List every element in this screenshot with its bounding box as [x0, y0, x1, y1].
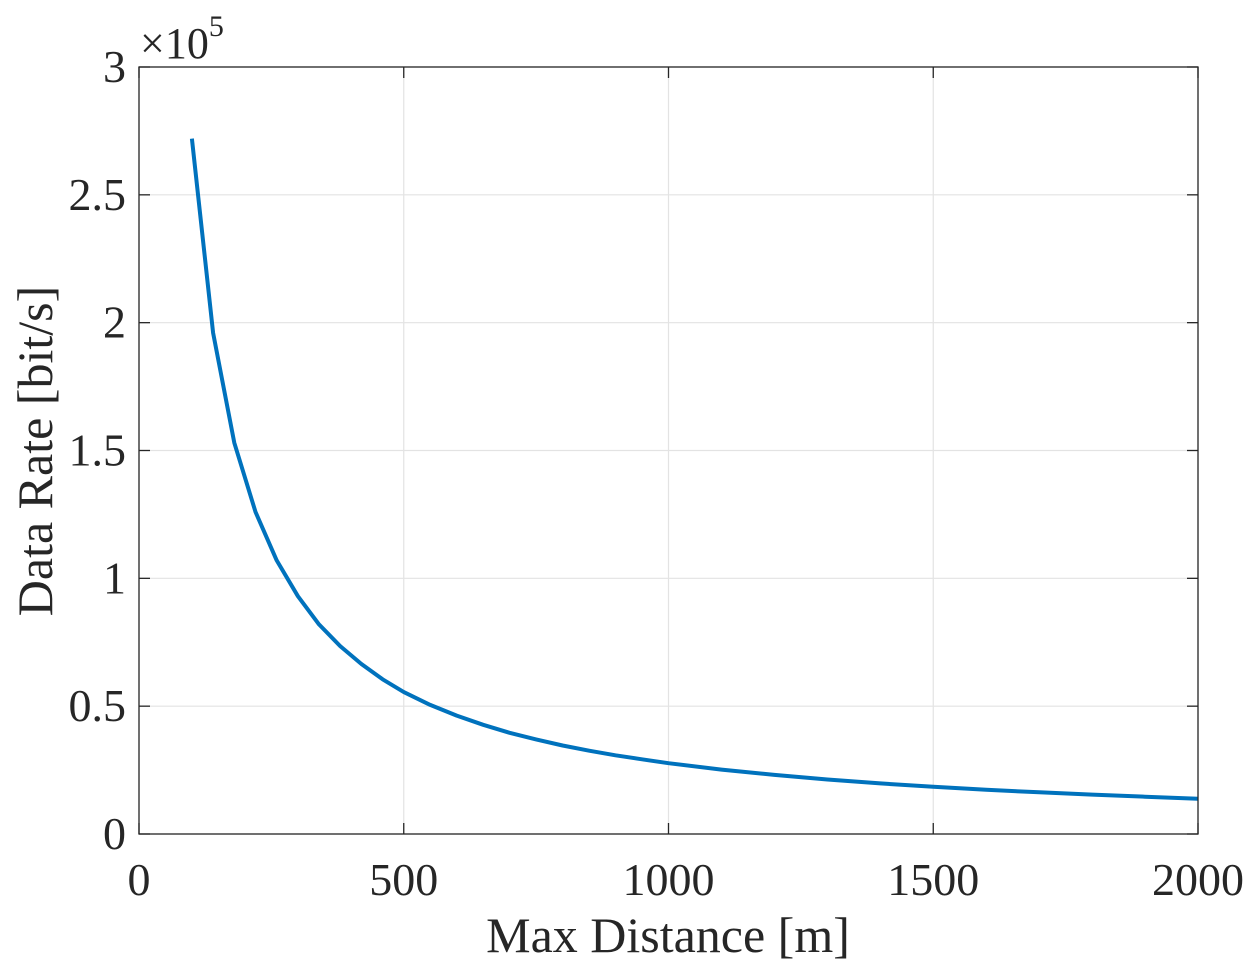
y-axis-multiplier: ×105	[140, 10, 224, 68]
grid-lines	[138, 66, 1199, 835]
x-tick-label: 1500	[887, 854, 979, 905]
series-line-data-rate	[189, 138, 1199, 801]
y-tick-label: 2.5	[69, 169, 127, 220]
y-tick-label: 2	[103, 297, 126, 348]
y-axis-label: Data Rate [bit/s]	[7, 286, 63, 616]
y-multiplier-base: ×10	[140, 19, 209, 68]
axis-ticks	[138, 66, 1199, 835]
y-axis-tick-labels: 0 0.5 1 1.5 2 2.5 3	[69, 41, 127, 859]
x-tick-label: 500	[369, 854, 438, 905]
y-tick-label: 1.5	[69, 425, 127, 476]
y-tick-label: 0.5	[69, 680, 127, 731]
x-axis-tick-labels: 0 500 1000 1500 2000	[128, 854, 1245, 905]
y-multiplier-exponent: 5	[209, 10, 224, 43]
y-tick-label: 3	[103, 41, 126, 92]
x-tick-label: 1000	[623, 854, 715, 905]
y-tick-label: 1	[103, 552, 126, 603]
x-axis-label: Max Distance [m]	[486, 907, 850, 963]
x-tick-label: 0	[128, 854, 151, 905]
y-tick-label: 0	[103, 808, 126, 859]
x-tick-label: 2000	[1152, 854, 1244, 905]
